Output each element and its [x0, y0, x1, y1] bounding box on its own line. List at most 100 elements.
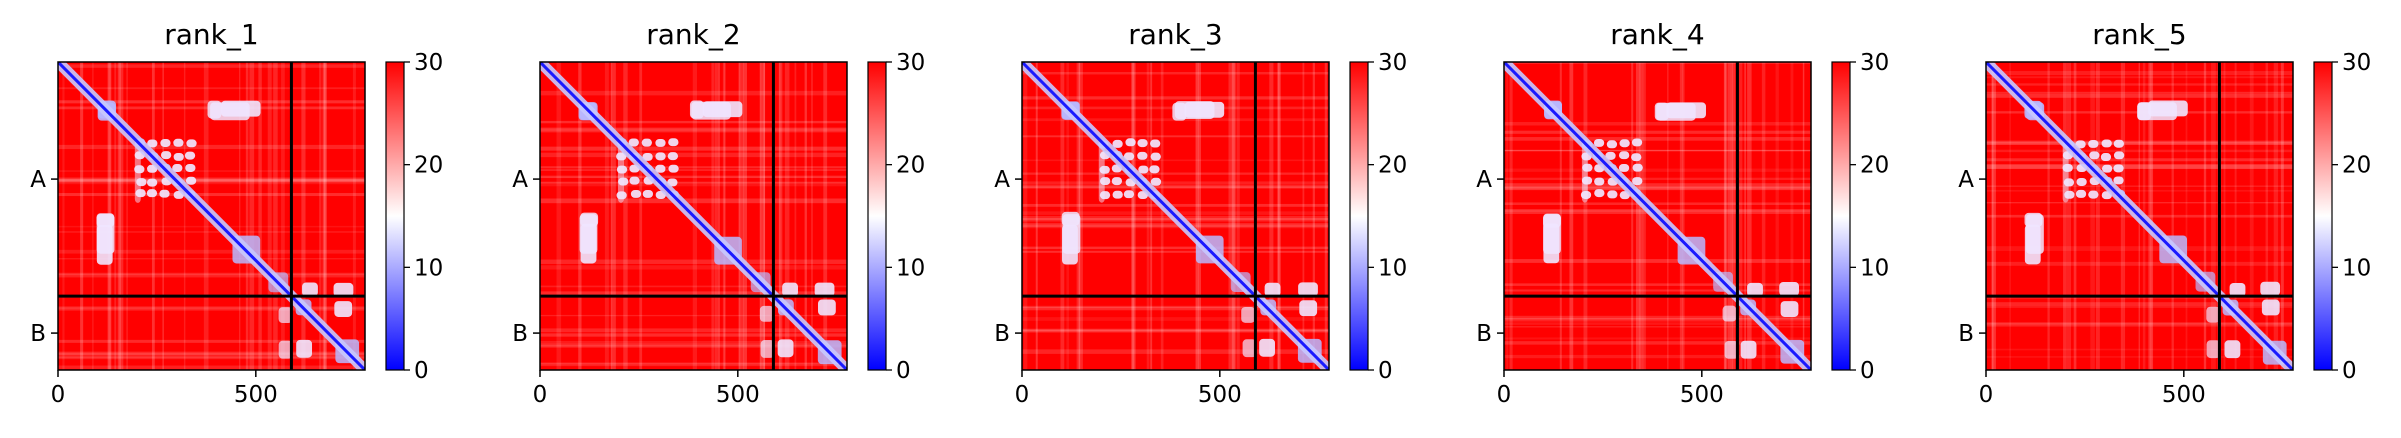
- colorbar-tick-label: 30: [1378, 50, 1407, 76]
- stripe: [1231, 62, 1236, 370]
- colorbar-tick-label: 30: [2342, 50, 2371, 76]
- low-error-block: [185, 164, 196, 172]
- low-error-block: [173, 138, 184, 147]
- low-error-block: [641, 138, 652, 147]
- stripe: [258, 62, 262, 370]
- colorbar-frame: [867, 61, 887, 371]
- stripe: [1992, 62, 1994, 370]
- colorbar-frame: [1831, 61, 1851, 371]
- stripe: [281, 62, 285, 370]
- stripe: [1747, 62, 1752, 370]
- low-error-block: [2113, 151, 2125, 160]
- axes-frame: [57, 61, 366, 371]
- stripe: [1731, 62, 1736, 370]
- low-error-block: [1594, 189, 1605, 198]
- low-error-block: [1631, 138, 1643, 147]
- stripe: [1504, 337, 1811, 340]
- low-error-block: [689, 100, 704, 119]
- stripe: [1078, 62, 1083, 370]
- low-error-block: [2113, 176, 2124, 185]
- stripe: [58, 144, 365, 150]
- stripe: [738, 62, 744, 370]
- stripe: [1022, 224, 1329, 227]
- stripe: [58, 180, 365, 185]
- stripe: [1269, 62, 1274, 370]
- stripe: [1198, 62, 1202, 370]
- heatmap: [1504, 62, 1811, 370]
- stripe: [58, 170, 365, 172]
- stripe: [1991, 62, 1996, 370]
- x-tick-label: 0: [51, 382, 66, 408]
- low-error-block: [1780, 301, 1799, 317]
- stripe: [540, 181, 847, 187]
- low-error-block: [1631, 153, 1642, 162]
- heatmap: [1986, 62, 2293, 370]
- stripe: [540, 285, 847, 288]
- stripe: [1723, 62, 1727, 370]
- stripe: [1504, 326, 1811, 328]
- low-error-block: [2062, 138, 2069, 203]
- colorbar-tick-label: 0: [1378, 358, 1393, 384]
- low-error-block: [2224, 340, 2241, 359]
- low-error-block: [2260, 281, 2281, 296]
- low-error-block: [147, 139, 158, 148]
- stripe: [2148, 62, 2154, 370]
- pae-panel-4: rank_4 0 500 A B 0 10 20 30: [1476, 18, 1889, 408]
- colorbar-tick-label: 20: [414, 153, 443, 179]
- low-error-block: [207, 100, 222, 119]
- stripe: [1569, 62, 1574, 370]
- stripe: [540, 341, 847, 343]
- diagonal: [1022, 62, 1329, 370]
- stripe: [722, 62, 725, 370]
- pae-panel-3: rank_3 0 500 A B 0 10 20 30: [994, 18, 1407, 408]
- stripe: [2120, 62, 2124, 370]
- stripe: [1986, 83, 2293, 86]
- stripe: [1312, 62, 1315, 370]
- stripe: [1635, 62, 1641, 370]
- low-error-block: [2076, 178, 2087, 186]
- stripe: [1022, 329, 1329, 332]
- low-error-block: [1618, 151, 1630, 160]
- x-tick-label: 500: [716, 382, 760, 408]
- stripe: [58, 272, 365, 278]
- stripe: [58, 365, 365, 369]
- axes-frame: [539, 61, 848, 371]
- low-error-block: [1123, 152, 1135, 161]
- stripe: [319, 62, 322, 370]
- low-error-block: [221, 100, 261, 117]
- stripe: [1160, 62, 1164, 370]
- stripe: [1132, 62, 1136, 370]
- low-error-block: [1543, 223, 1560, 264]
- low-error-block: [146, 178, 158, 187]
- chain-label: B: [30, 321, 46, 347]
- stripe: [760, 62, 766, 370]
- low-error-block: [1605, 151, 1616, 160]
- stripe: [1022, 186, 1329, 189]
- stripe: [784, 62, 790, 370]
- stripe: [1023, 62, 1028, 370]
- stripe: [759, 62, 762, 370]
- stripe: [1504, 137, 1811, 141]
- stripe: [711, 62, 714, 370]
- heatmap: [540, 62, 847, 370]
- low-error-block: [1666, 102, 1706, 119]
- stripe: [1277, 62, 1280, 370]
- low-error-block: [2101, 139, 2112, 148]
- low-error-block: [1259, 338, 1275, 357]
- low-error-block: [580, 223, 597, 264]
- stripe: [1986, 164, 2293, 169]
- stripe: [540, 333, 847, 337]
- stripe: [1986, 93, 2293, 98]
- stripe: [2265, 62, 2269, 370]
- low-error-block: [173, 152, 184, 161]
- low-error-block: [1150, 139, 1161, 148]
- x-tick-label: 500: [1680, 382, 1724, 408]
- heatmap: [1022, 62, 1329, 370]
- low-error-block: [629, 176, 640, 185]
- stripe: [58, 177, 365, 182]
- low-error-block: [278, 340, 293, 359]
- low-error-block: [1264, 282, 1281, 297]
- low-error-block: [1632, 177, 1643, 186]
- colorbar-gradient: [2314, 62, 2332, 370]
